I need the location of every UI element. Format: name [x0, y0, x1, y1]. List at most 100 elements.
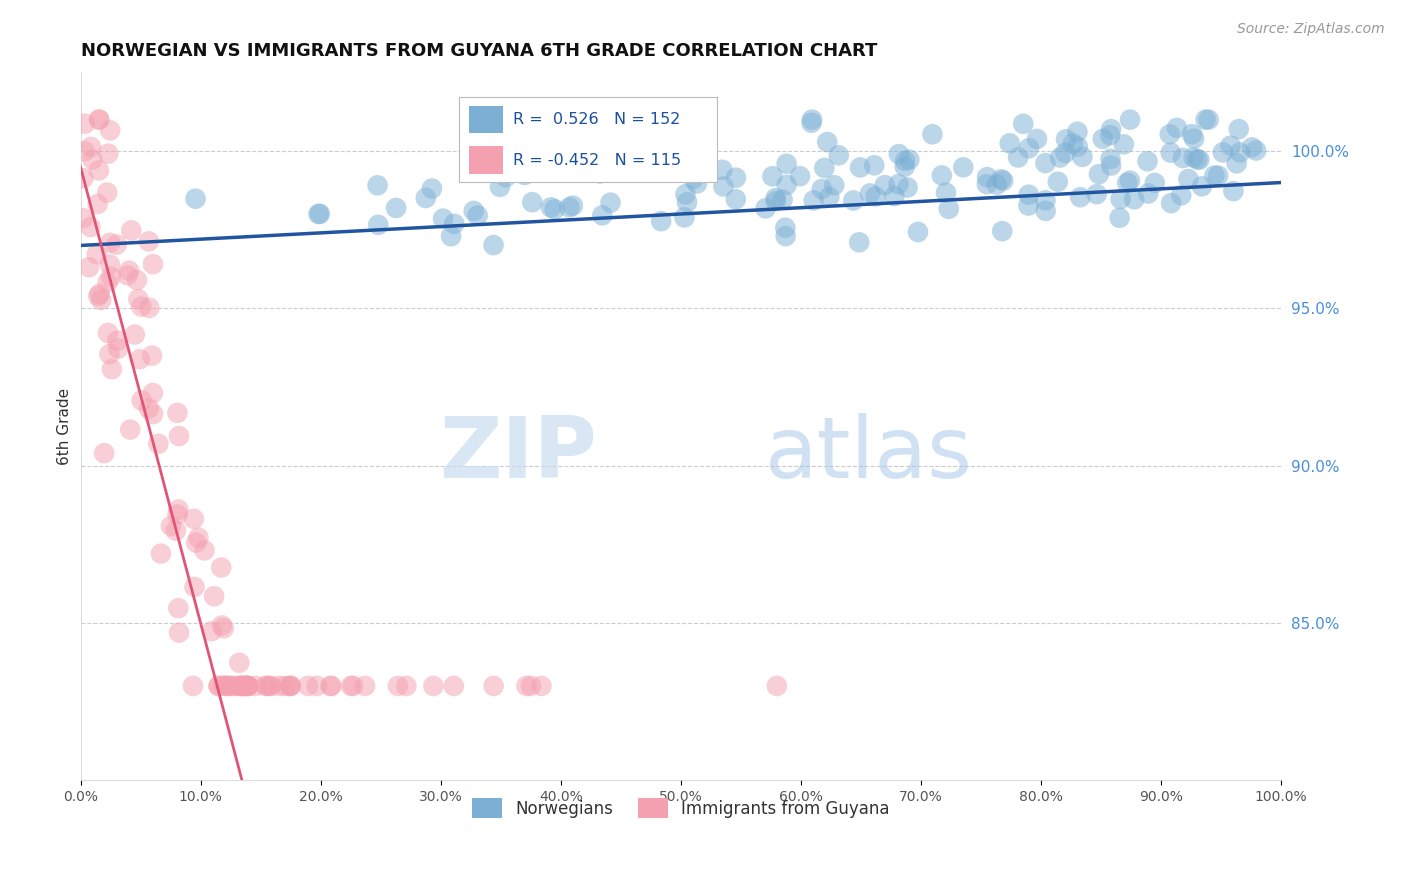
Point: [1177, 172, 1199, 186]
Point: [1116, 176, 1139, 190]
Point: [1219, 138, 1241, 153]
Point: [212, 621, 235, 635]
Point: [367, 218, 389, 232]
Point: [976, 170, 998, 185]
Point: [1112, 137, 1135, 152]
Point: [1067, 139, 1090, 153]
Point: [100, 269, 122, 284]
Point: [828, 148, 851, 162]
Point: [233, 679, 256, 693]
Point: [775, 229, 797, 244]
Point: [755, 202, 778, 216]
Point: [1069, 190, 1091, 204]
Point: [686, 161, 709, 176]
Point: [534, 139, 557, 153]
Point: [443, 217, 465, 231]
Point: [489, 179, 512, 194]
Point: [517, 116, 540, 130]
Point: [385, 201, 408, 215]
Point: [118, 263, 141, 277]
Point: [664, 162, 686, 177]
Point: [141, 349, 163, 363]
Point: [931, 169, 953, 183]
Point: [558, 200, 581, 214]
Point: [775, 178, 797, 192]
Point: [259, 679, 281, 693]
Point: [308, 207, 330, 221]
Point: [187, 531, 209, 545]
Point: [907, 225, 929, 239]
Point: [98, 347, 121, 361]
Point: [228, 656, 250, 670]
Point: [1170, 188, 1192, 202]
Point: [1212, 145, 1234, 160]
Point: [1091, 132, 1114, 146]
Point: [309, 207, 332, 221]
Point: [898, 153, 921, 167]
Point: [986, 178, 1008, 192]
Point: [280, 679, 302, 693]
Point: [79, 220, 101, 235]
Point: [149, 547, 172, 561]
Point: [1109, 192, 1132, 206]
Point: [105, 334, 128, 348]
Point: [1049, 151, 1071, 165]
Point: [440, 229, 463, 244]
Point: [775, 157, 797, 171]
Point: [463, 203, 485, 218]
Point: [693, 151, 716, 165]
Point: [1007, 151, 1029, 165]
Point: [97, 146, 120, 161]
Point: [1012, 117, 1035, 131]
Point: [131, 300, 153, 314]
Point: [800, 116, 823, 130]
Point: [1191, 179, 1213, 194]
Point: [80, 140, 103, 154]
Point: [1229, 145, 1251, 160]
Point: [1194, 112, 1216, 127]
Point: [1085, 187, 1108, 202]
Point: [789, 169, 811, 184]
Point: [1035, 203, 1057, 218]
Point: [181, 679, 204, 693]
Point: [675, 187, 697, 202]
Point: [1017, 198, 1039, 212]
Point: [1204, 169, 1226, 183]
Point: [127, 292, 149, 306]
Point: [1035, 156, 1057, 170]
Point: [183, 512, 205, 526]
Point: [73, 117, 96, 131]
Legend: Norwegians, Immigrants from Guyana: Norwegians, Immigrants from Guyana: [465, 791, 897, 825]
Point: [319, 679, 342, 693]
Point: [583, 143, 606, 157]
Point: [1119, 112, 1142, 127]
Point: [686, 145, 709, 160]
Point: [82, 153, 104, 167]
Point: [1099, 152, 1122, 166]
Point: [998, 136, 1021, 151]
Point: [495, 170, 517, 185]
Point: [883, 189, 905, 203]
Point: [395, 679, 418, 693]
Point: [673, 211, 696, 225]
Point: [224, 679, 246, 693]
Point: [184, 535, 207, 549]
Point: [235, 679, 257, 693]
Point: [849, 161, 872, 175]
Point: [98, 123, 121, 137]
Point: [1054, 132, 1077, 146]
Point: [131, 393, 153, 408]
Point: [765, 194, 787, 208]
Point: [935, 186, 957, 200]
Point: [842, 194, 865, 208]
Point: [165, 524, 187, 538]
Point: [991, 224, 1014, 238]
Point: [859, 186, 882, 201]
Point: [105, 237, 128, 252]
Point: [1206, 169, 1229, 183]
Point: [98, 257, 121, 271]
Point: [1244, 144, 1267, 158]
Point: [305, 679, 328, 693]
Point: [588, 166, 610, 180]
Point: [160, 519, 183, 533]
